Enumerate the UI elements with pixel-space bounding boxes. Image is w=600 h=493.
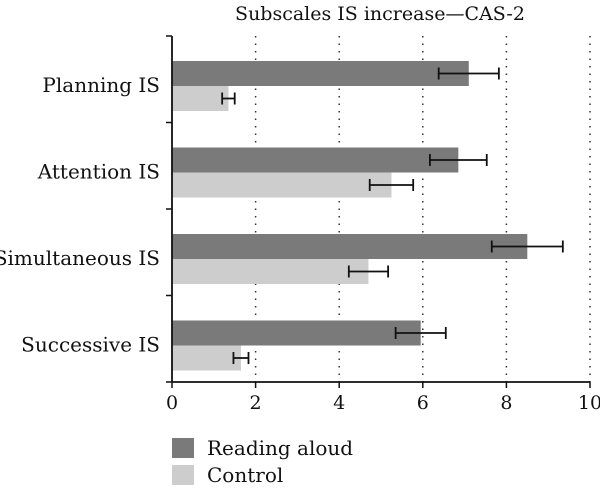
- error-bar-1-1: [368, 179, 415, 191]
- bars: [172, 61, 564, 371]
- error-bar-0-2: [490, 240, 564, 253]
- chart-title: Subscales IS increase—CAS-2: [235, 3, 525, 25]
- error-bar-1-3: [232, 352, 250, 364]
- legend-swatch-1: [172, 465, 194, 485]
- bar-1-1: [172, 172, 392, 198]
- error-bar-0-0: [437, 67, 500, 80]
- error-bar-1-2: [347, 265, 390, 278]
- bar-1-0: [172, 86, 229, 111]
- x-tick-label-6: 6: [417, 392, 429, 414]
- x-tick-label-8: 8: [500, 392, 512, 414]
- x-tick-label-4: 4: [333, 392, 345, 414]
- category-label-0: Planning IS: [42, 73, 160, 97]
- error-bar-1-0: [221, 92, 236, 105]
- bar-0-0: [172, 61, 469, 86]
- category-labels: Planning IS Attention IS Simultaneous IS Su…: [0, 73, 160, 357]
- x-tick-label-10: 10: [578, 392, 600, 414]
- category-label-3: Successive IS: [21, 333, 160, 357]
- x-tick-labels: 0 2 4 6 8 10: [166, 392, 600, 414]
- bar-1-2: [172, 259, 369, 284]
- error-bar-0-1: [429, 154, 488, 166]
- category-label-1: Attention IS: [37, 160, 160, 184]
- category-label-2: Simultaneous IS: [0, 246, 160, 270]
- grid-lines: [254, 36, 591, 382]
- legend-label-1: Control: [207, 463, 283, 487]
- x-tick-label-0: 0: [166, 392, 178, 414]
- bar-1-3: [172, 345, 241, 371]
- axes: [166, 35, 591, 388]
- x-tick-label-2: 2: [250, 392, 262, 414]
- error-bar-0-3: [394, 327, 447, 339]
- bar-0-2: [172, 234, 528, 259]
- bar-0-1: [172, 147, 459, 173]
- bar-0-3: [172, 320, 421, 346]
- legend: Reading aloud Control: [172, 436, 353, 487]
- legend-swatch-0: [172, 438, 194, 458]
- legend-label-0: Reading aloud: [207, 436, 353, 460]
